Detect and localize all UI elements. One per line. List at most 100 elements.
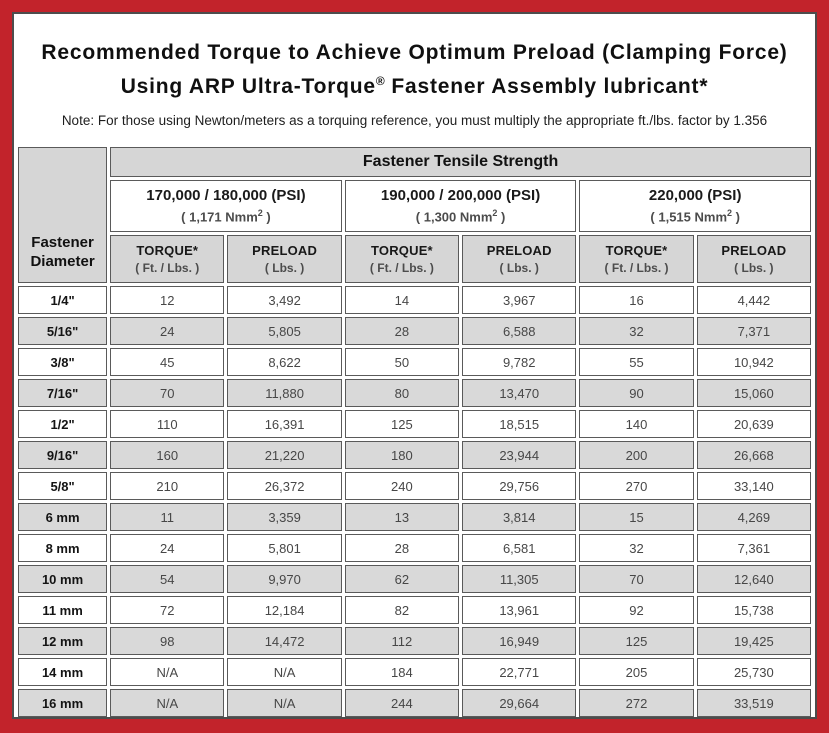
torque-value-cell: 90	[579, 379, 694, 407]
fastener-diameter-cell: 8 mm	[18, 534, 108, 562]
torque-value-cell: 32	[579, 534, 694, 562]
preload-column-header: PRELOAD ( Lbs. )	[462, 235, 577, 283]
torque-value-cell: 70	[110, 379, 225, 407]
preload-value-cell: 23,944	[462, 441, 577, 469]
preload-value-cell: N/A	[227, 658, 342, 686]
torque-value-cell: 200	[579, 441, 694, 469]
fastener-diameter-cell: 11 mm	[18, 596, 108, 624]
table-row: 6 mm 11 3,359 13 3,814 15 4,269	[18, 503, 811, 531]
page-title: Recommended Torque to Achieve Optimum Pr…	[20, 38, 809, 101]
preload-value-cell: 19,425	[696, 627, 811, 655]
corner-header-line2: Diameter	[30, 253, 95, 270]
torque-value-cell: N/A	[110, 689, 225, 717]
table-body: 1/4" 12 3,492 14 3,967 16 4,442 5/16" 24 5,805 28 6…	[18, 286, 811, 717]
torque-value-cell: 70	[579, 565, 694, 593]
psi-group-header-1: 170,000 / 180,000 (PSI) ( 1,171 Nmm2 )	[110, 180, 342, 232]
fastener-diameter-cell: 5/16"	[18, 317, 108, 345]
table-row: 8 mm 24 5,801 28 6,581 32 7,361	[18, 534, 811, 562]
fastener-diameter-cell: 14 mm	[18, 658, 108, 686]
psi-rating: 170,000 / 180,000 (PSI)	[146, 187, 306, 205]
table-row: 10 mm 54 9,970 62 11,305 70 12,640	[18, 565, 811, 593]
torque-value-cell: 270	[579, 472, 694, 500]
torque-value-cell: 125	[344, 410, 460, 438]
title-line2: Using ARP Ultra-Torque® Fastener Assembl…	[121, 74, 709, 98]
preload-value-cell: 3,967	[462, 286, 577, 314]
preload-value-cell: 4,269	[696, 503, 811, 531]
preload-value-cell: 3,492	[227, 286, 342, 314]
psi-rating: 220,000 (PSI)	[648, 187, 742, 205]
torque-value-cell: 184	[344, 658, 460, 686]
torque-value-cell: 50	[344, 348, 460, 376]
nmm-rating: ( 1,300 Nmm2 )	[415, 208, 506, 225]
preload-value-cell: 12,640	[696, 565, 811, 593]
torque-value-cell: 12	[110, 286, 225, 314]
torque-column-header: TORQUE* ( Ft. / Lbs. )	[110, 235, 225, 283]
torque-value-cell: 32	[579, 317, 694, 345]
torque-value-cell: 160	[110, 441, 225, 469]
preload-value-cell: 5,805	[227, 317, 342, 345]
preload-value-cell: 25,730	[696, 658, 811, 686]
torque-value-cell: N/A	[110, 658, 225, 686]
torque-value-cell: 54	[110, 565, 225, 593]
torque-value-cell: 125	[579, 627, 694, 655]
torque-column-header: TORQUE* ( Ft. / Lbs. )	[579, 235, 694, 283]
title-line1: Recommended Torque to Achieve Optimum Pr…	[41, 41, 788, 64]
preload-value-cell: 8,622	[227, 348, 342, 376]
preload-value-cell: 9,782	[462, 348, 577, 376]
table-row: 1/4" 12 3,492 14 3,967 16 4,442	[18, 286, 811, 314]
preload-value-cell: 5,801	[227, 534, 342, 562]
nmm-rating: ( 1,515 Nmm2 )	[650, 208, 740, 225]
preload-value-cell: 6,588	[462, 317, 577, 345]
torque-value-cell: 45	[110, 348, 225, 376]
torque-value-cell: 240	[344, 472, 460, 500]
preload-value-cell: 16,949	[462, 627, 577, 655]
preload-column-header: PRELOAD ( Lbs. )	[227, 235, 342, 283]
table-row: 5/8" 210 26,372 240 29,756 270 33,140	[18, 472, 811, 500]
torque-value-cell: 72	[110, 596, 225, 624]
fastener-diameter-cell: 5/8"	[18, 472, 108, 500]
torque-value-cell: 28	[344, 317, 460, 345]
preload-value-cell: 7,361	[696, 534, 811, 562]
preload-value-cell: 14,472	[227, 627, 342, 655]
table-row: 9/16" 160 21,220 180 23,944 200 26,668	[18, 441, 811, 469]
torque-value-cell: 55	[579, 348, 694, 376]
torque-value-cell: 210	[110, 472, 225, 500]
preload-value-cell: 12,184	[227, 596, 342, 624]
preload-value-cell: 6,581	[462, 534, 577, 562]
table-row: 7/16" 70 11,880 80 13,470 90 15,060	[18, 379, 811, 407]
torque-value-cell: 110	[110, 410, 225, 438]
torque-column-header: TORQUE* ( Ft. / Lbs. )	[344, 235, 460, 283]
preload-value-cell: 26,372	[227, 472, 342, 500]
content-panel: Recommended Torque to Achieve Optimum Pr…	[12, 12, 817, 719]
table-row: 1/2" 110 16,391 125 18,515 140 20,639	[18, 410, 811, 438]
preload-value-cell: 16,391	[227, 410, 342, 438]
preload-value-cell: 15,060	[696, 379, 811, 407]
preload-value-cell: 18,515	[462, 410, 577, 438]
torque-value-cell: 98	[110, 627, 225, 655]
table-row: 16 mm N/A N/A 244 29,664 272 33,519	[18, 689, 811, 717]
torque-value-cell: 272	[579, 689, 694, 717]
fastener-diameter-cell: 16 mm	[18, 689, 108, 717]
table-row: 14 mm N/A N/A 184 22,771 205 25,730	[18, 658, 811, 686]
preload-value-cell: 11,880	[227, 379, 342, 407]
torque-value-cell: 140	[579, 410, 694, 438]
preload-value-cell: 20,639	[696, 410, 811, 438]
torque-value-cell: 28	[344, 534, 460, 562]
fastener-diameter-cell: 12 mm	[18, 627, 108, 655]
psi-group-header-3: 220,000 (PSI) ( 1,515 Nmm2 )	[579, 180, 811, 232]
nmm-rating: ( 1,171 Nmm2 )	[181, 208, 271, 225]
preload-value-cell: 7,371	[696, 317, 811, 345]
fastener-diameter-cell: 1/4"	[18, 286, 108, 314]
psi-group-header-2: 190,000 / 200,000 (PSI) ( 1,300 Nmm2 )	[344, 180, 577, 232]
note-text: Note: For those using Newton/meters as a…	[61, 113, 768, 128]
torque-value-cell: 11	[110, 503, 225, 531]
table-row: 5/16" 24 5,805 28 6,588 32 7,371	[18, 317, 811, 345]
torque-value-cell: 80	[344, 379, 460, 407]
preload-value-cell: 4,442	[696, 286, 811, 314]
preload-value-cell: 21,220	[227, 441, 342, 469]
preload-value-cell: 22,771	[462, 658, 577, 686]
torque-value-cell: 112	[344, 627, 460, 655]
preload-value-cell: 29,664	[462, 689, 577, 717]
registered-trademark-symbol: ®	[375, 74, 385, 88]
